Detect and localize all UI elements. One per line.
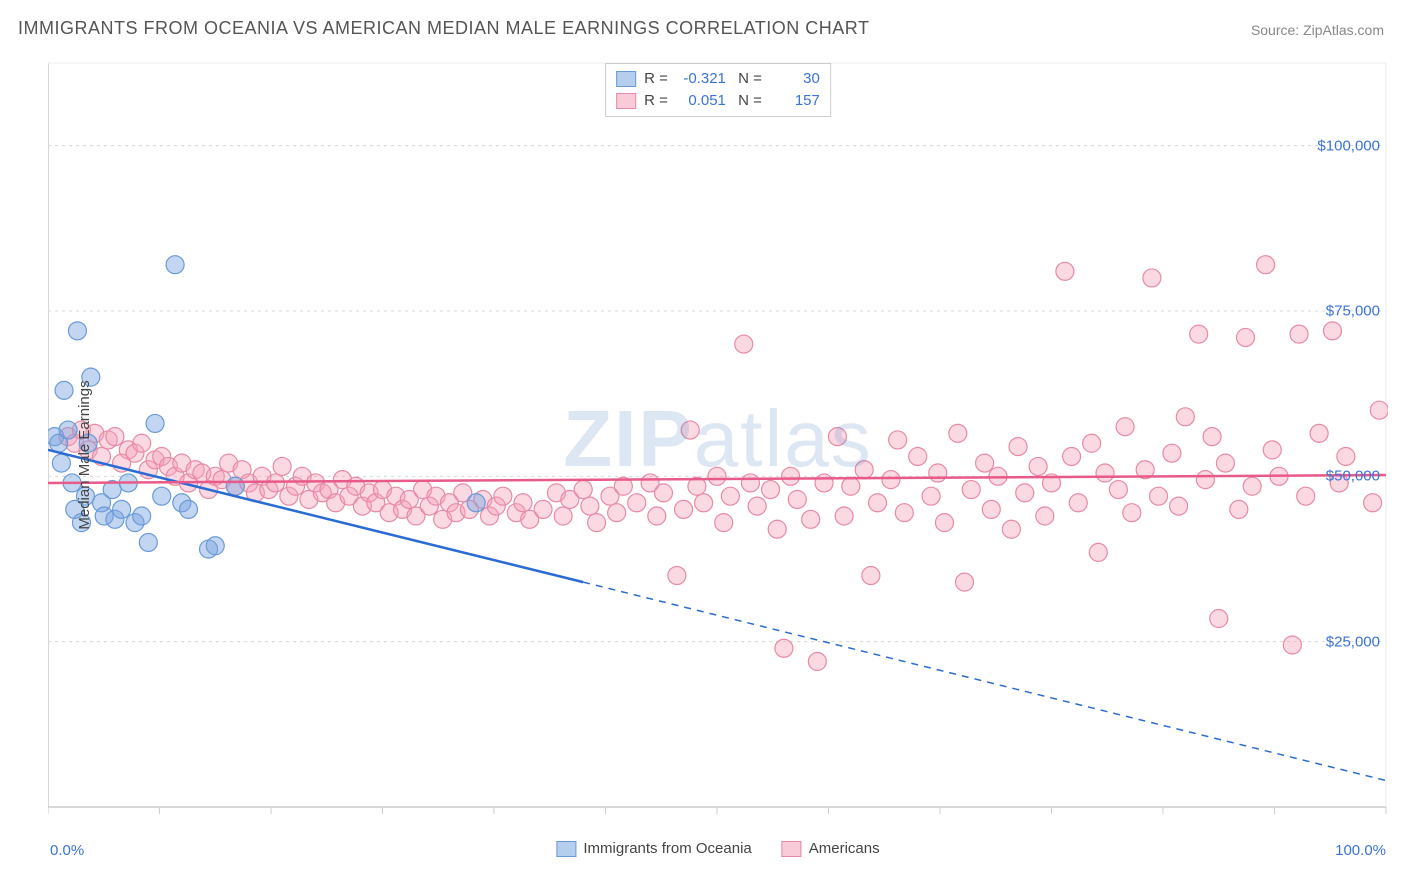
- r-label: R =: [644, 68, 668, 90]
- source-attribution: Source: ZipAtlas.com: [1251, 22, 1384, 38]
- y-axis-label: Median Male Earnings: [76, 380, 93, 529]
- legend-label-americans: Americans: [809, 840, 880, 857]
- y-tick-label: $50,000: [1326, 468, 1380, 485]
- correlation-stats-box: R = -0.321 N = 30 R = 0.051 N = 157: [605, 63, 831, 117]
- legend-swatch-americans: [782, 841, 802, 857]
- r-label: R =: [644, 90, 668, 112]
- n-value-oceania: 30: [770, 68, 820, 90]
- y-tick-label: $75,000: [1326, 303, 1380, 320]
- x-max-label: 100.0%: [1335, 842, 1386, 859]
- stats-row-americans: R = 0.051 N = 157: [616, 90, 820, 112]
- legend-item-oceania: Immigrants from Oceania: [556, 840, 751, 857]
- r-value-oceania: -0.321: [676, 68, 726, 90]
- n-value-americans: 157: [770, 90, 820, 112]
- chart-title: IMMIGRANTS FROM OCEANIA VS AMERICAN MEDI…: [18, 18, 869, 39]
- swatch-oceania: [616, 71, 636, 87]
- stats-row-oceania: R = -0.321 N = 30: [616, 68, 820, 90]
- legend-item-americans: Americans: [782, 840, 880, 857]
- y-tick-label: $100,000: [1317, 137, 1380, 154]
- n-label: N =: [734, 68, 762, 90]
- swatch-americans: [616, 93, 636, 109]
- scatter-chart: [48, 55, 1388, 855]
- x-min-label: 0.0%: [50, 842, 84, 859]
- n-label: N =: [734, 90, 762, 112]
- legend: Immigrants from Oceania Americans: [556, 840, 879, 857]
- legend-label-oceania: Immigrants from Oceania: [583, 840, 751, 857]
- legend-swatch-oceania: [556, 841, 576, 857]
- chart-container: Median Male Earnings ZIPatlas R = -0.321…: [48, 55, 1388, 855]
- r-value-americans: 0.051: [676, 90, 726, 112]
- y-tick-label: $25,000: [1326, 633, 1380, 650]
